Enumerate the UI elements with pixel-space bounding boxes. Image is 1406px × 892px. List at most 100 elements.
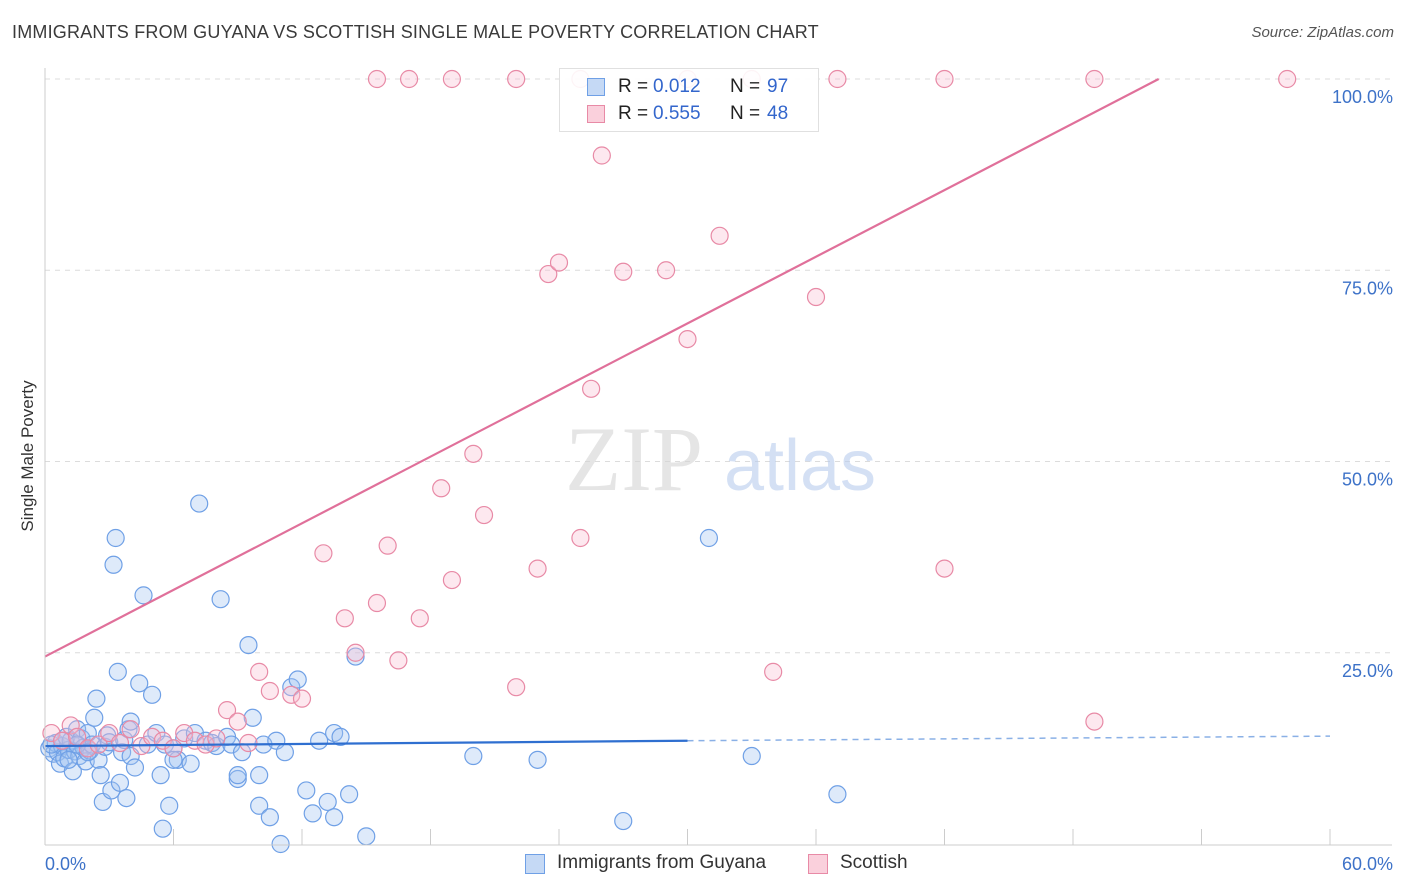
chart-title: IMMIGRANTS FROM GUYANA VS SCOTTISH SINGL… <box>12 22 819 42</box>
guyana-point <box>142 685 162 704</box>
guyana-point <box>250 796 269 815</box>
bottom-legend-swatch-guyana <box>525 854 545 874</box>
guyana-point <box>228 766 247 785</box>
scottish-point <box>1085 69 1104 89</box>
guyana-point <box>528 750 547 769</box>
scottish-point <box>614 262 633 281</box>
scottish-point <box>121 720 140 739</box>
legend-swatch-scottish <box>587 105 605 123</box>
legend-r-value: 0.555 <box>653 103 701 124</box>
watermark-zip: ZIP <box>565 408 703 510</box>
guyana-point <box>346 647 365 666</box>
guyana-point <box>464 746 483 766</box>
scottish-point <box>389 651 408 670</box>
guyana-point <box>303 804 322 823</box>
legend-n-label: N = <box>730 76 761 97</box>
guyana-point <box>297 781 316 800</box>
guyana-point <box>288 670 307 689</box>
scottish-point <box>367 593 387 613</box>
scottish-point <box>828 69 847 89</box>
guyana-point <box>85 708 104 727</box>
scottish-point <box>582 379 601 398</box>
x-tick-label: 0.0% <box>45 854 86 874</box>
grid-lines <box>45 78 1392 654</box>
scottish-point <box>292 689 312 708</box>
guyana-point <box>325 808 344 827</box>
scottish-point <box>1278 69 1297 89</box>
tick-labels: 25.0% 50.0% 75.0% 100.0% 0.0% 60.0% <box>45 87 1393 874</box>
scottish-trend-line <box>44 78 1160 658</box>
guyana-point <box>153 819 172 838</box>
guyana-point <box>59 750 78 769</box>
scottish-point <box>314 544 333 563</box>
scottish-point <box>346 643 365 662</box>
scottish-point <box>935 559 954 578</box>
scottish-point <box>678 330 697 349</box>
scottish-point <box>442 570 462 590</box>
scottish-point <box>164 739 183 758</box>
y-tick-label: 25.0% <box>1342 661 1393 681</box>
guyana-point <box>318 792 337 812</box>
legend-box: R = 0.012 N = 97 R = 0.555 N = 48 <box>559 68 819 132</box>
legend-n-label: N = <box>730 103 761 124</box>
scottish-point <box>432 479 451 498</box>
scottish-point <box>592 146 611 165</box>
scottish-point <box>410 609 429 628</box>
scottish-point <box>656 261 676 280</box>
guyana-point <box>699 528 719 548</box>
guyana-point <box>742 746 761 766</box>
axes <box>44 68 1392 846</box>
bottom-legend-swatch-scottish <box>808 854 828 874</box>
guyana-point <box>160 796 179 815</box>
scottish-point <box>399 69 419 89</box>
legend-n-value: 48 <box>767 103 789 124</box>
guyana-point <box>357 827 376 846</box>
watermark-atlas: atlas <box>724 426 876 506</box>
scottish-point <box>528 559 547 578</box>
legend-row-guyana: R = 0.012 N = 97 <box>560 75 818 101</box>
guyana-point <box>106 528 125 548</box>
guyana-point <box>228 769 247 789</box>
scottish-point <box>549 253 569 272</box>
guyana-point <box>250 766 269 785</box>
guyana-point <box>87 689 106 708</box>
scottish-point <box>1085 712 1104 731</box>
scottish-point <box>378 536 397 555</box>
guyana-trend-extension <box>687 735 1331 742</box>
legend-r-value: 0.012 <box>653 76 701 97</box>
scottish-point <box>228 712 247 731</box>
guyana-point <box>271 834 290 854</box>
bottom-legend-label-scottish: Scottish <box>840 852 908 873</box>
chart-source: Source: ZipAtlas.com <box>1251 24 1394 41</box>
guyana-point <box>110 773 130 792</box>
scottish-point <box>207 729 226 748</box>
guyana-point <box>190 494 209 513</box>
guyana-point <box>130 674 149 693</box>
y-tick-label: 50.0% <box>1342 470 1393 490</box>
guyana-point <box>614 811 633 831</box>
guyana-point <box>121 712 140 731</box>
guyana-point <box>151 766 170 785</box>
scottish-point <box>335 609 354 628</box>
scottish-point <box>539 264 558 284</box>
legend-r-label: R = <box>618 103 649 124</box>
series-scottish-points <box>42 69 1297 758</box>
scottish-point <box>260 681 279 701</box>
scottish-point <box>282 685 301 704</box>
guyana-trend-line <box>44 739 688 748</box>
guyana-point <box>108 662 127 681</box>
guyana-point <box>310 731 329 750</box>
trend-lines <box>44 78 1331 748</box>
series-guyana-points <box>40 494 847 854</box>
scottish-point <box>935 69 954 89</box>
scottish-point <box>239 733 258 753</box>
scottish-point <box>217 701 237 720</box>
guyana-point <box>828 785 847 804</box>
scottish-point <box>507 69 526 89</box>
legend-swatch-guyana <box>587 78 605 96</box>
guyana-point <box>181 754 200 773</box>
legend-n-value: 97 <box>767 76 789 97</box>
scottish-point <box>474 505 494 525</box>
scottish-point <box>764 662 783 681</box>
guyana-point <box>117 788 136 808</box>
